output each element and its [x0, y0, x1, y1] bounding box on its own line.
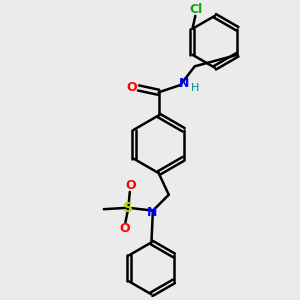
Text: Cl: Cl — [189, 3, 203, 16]
Text: N: N — [147, 206, 158, 219]
Text: O: O — [125, 179, 136, 192]
Text: S: S — [123, 201, 134, 215]
Text: N: N — [178, 77, 189, 90]
Text: O: O — [127, 81, 137, 94]
Text: H: H — [191, 83, 200, 93]
Text: O: O — [119, 222, 130, 235]
